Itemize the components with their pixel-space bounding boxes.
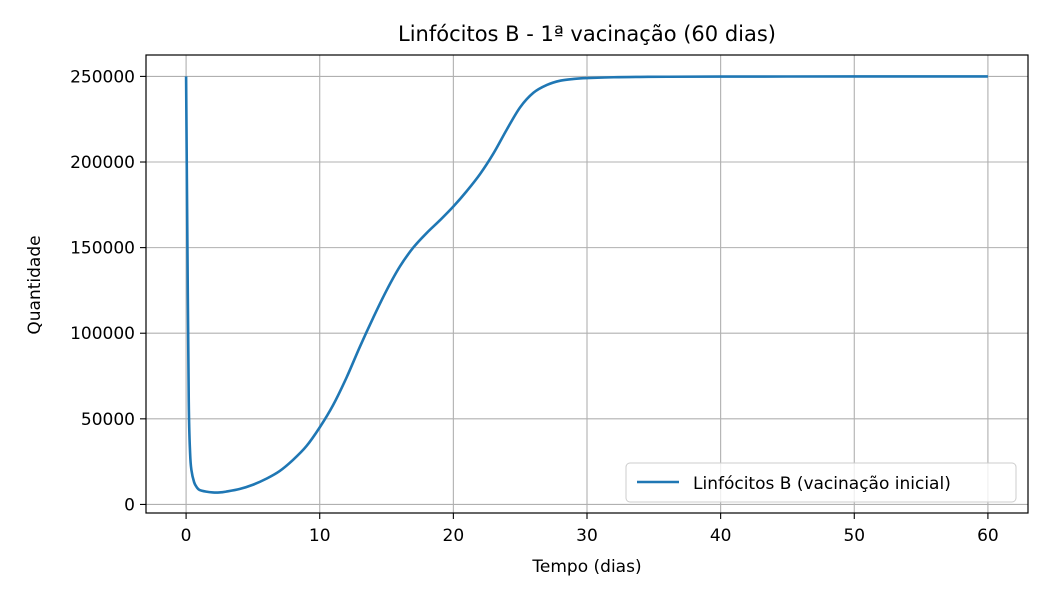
x-tick-label: 60 <box>977 526 999 546</box>
y-tick-label: 200000 <box>70 153 135 173</box>
y-axis-label: Quantidade <box>25 235 45 334</box>
y-tick-label: 50000 <box>81 410 135 430</box>
series-layer <box>184 75 988 494</box>
x-axis: 0 10 20 30 40 50 60 <box>181 513 999 546</box>
y-axis: 0 50000 100000 150000 200000 250000 <box>70 67 146 515</box>
x-tick-label: 0 <box>181 526 192 546</box>
legend-box <box>625 462 1017 503</box>
chart-title: Linfócitos B - 1ª vacinação (60 dias) <box>398 22 776 46</box>
x-tick-label: 10 <box>309 526 331 546</box>
x-tick-label: 50 <box>843 526 865 546</box>
legend-label: Linfócitos B (vacinação inicial) <box>693 474 951 494</box>
legend: Linfócitos B (vacinação inicial) <box>625 462 1017 503</box>
y-tick-label: 150000 <box>70 239 135 259</box>
y-tick-label: 100000 <box>70 324 135 344</box>
series-line <box>184 75 988 494</box>
x-tick-label: 20 <box>443 526 465 546</box>
x-axis-label: Tempo (dias) <box>531 557 641 577</box>
y-tick-label: 0 <box>124 495 135 515</box>
x-tick-label: 40 <box>710 526 732 546</box>
x-tick-label: 30 <box>576 526 598 546</box>
y-tick-label: 250000 <box>70 67 135 87</box>
